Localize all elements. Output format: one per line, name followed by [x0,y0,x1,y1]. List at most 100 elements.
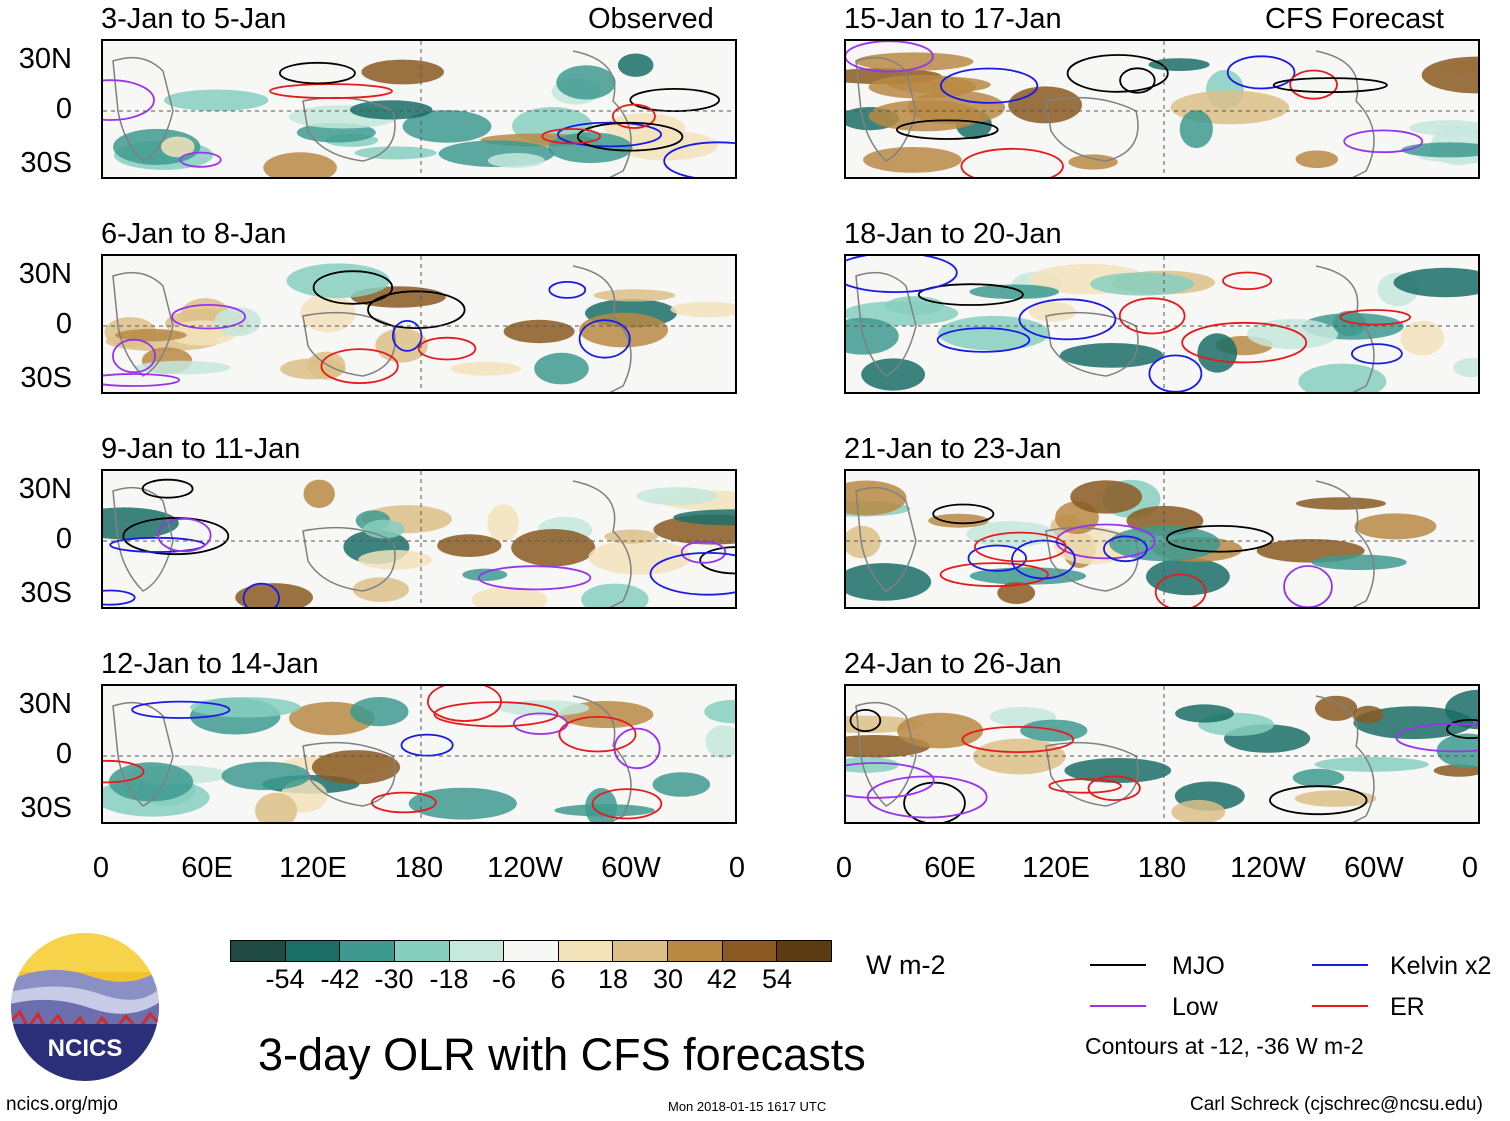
wave-contour [370,791,437,814]
olr-map-7 [846,471,1478,607]
wave-contour [141,478,194,499]
wave-contour [111,338,157,374]
colorbar-swatch [340,941,395,961]
olr-anomaly [437,534,502,557]
lon-right-60w: 60W [1344,852,1404,884]
continent-americas [1315,695,1375,822]
lat-30s-row2: 30S [20,362,72,394]
olr-anomaly [617,53,654,77]
wave-contour [903,781,966,822]
olr-anomaly [471,586,548,607]
wave-contour [960,147,1064,177]
footer-author: Carl Schreck (cjschrec@ncsu.edu) [1190,1094,1483,1115]
olr-anomaly [885,296,945,315]
wave-contour [846,762,935,799]
wave-contour [1289,69,1338,100]
wave-contour [932,503,995,525]
lat-0-row1: 0 [55,93,72,125]
olr-anomaly [1148,58,1210,71]
olr-map-3 [103,471,735,607]
olr-anomaly [408,787,517,820]
continent-australia [1045,741,1139,807]
panel-title-8: 24-Jan to 26-Jan [844,648,1062,680]
continent-americas [1315,50,1375,177]
olr-anomaly [556,65,616,100]
colorbar-swatch [449,941,505,961]
wave-contour [936,327,1031,353]
colorbar-swatch [668,941,723,961]
wave-contour [131,700,231,719]
olr-anomaly [588,539,692,575]
map-panel-8 [844,684,1480,824]
olr-anomaly [1292,768,1345,787]
wave-contour [400,733,454,757]
map-panel-4 [101,684,737,824]
panel-title-6: 18-Jan to 20-Jan [844,218,1062,250]
olr-anomaly [214,307,261,337]
colorbar-label: -18 [429,964,469,994]
olr-anomaly [1068,154,1118,170]
wave-contour [558,716,637,753]
wave-contour [103,589,136,606]
continent-africa [855,56,917,162]
continent-americas [572,695,632,822]
wave-contour [1118,297,1186,335]
lon-left-60e: 60E [181,852,233,884]
wave-contour [1269,785,1368,816]
olr-anomaly [1171,799,1226,822]
wave-contour [1066,54,1169,93]
wave-contour [1148,354,1203,392]
continent-australia [302,741,396,807]
wave-contour [392,320,423,352]
olr-anomaly [1197,333,1238,373]
olr-anomaly [108,762,194,802]
colorbar-swatch [504,941,559,961]
olr-anomaly [534,352,589,385]
panel-title-1: 3-Jan to 5-Jan [101,3,287,35]
wave-contour [1087,775,1141,801]
wave-contour [940,67,1039,104]
olr-anomaly [1146,558,1230,596]
panel-title-5: 15-Jan to 17-Jan [844,3,1062,35]
colorbar-label: -6 [491,964,516,994]
wave-contour [541,128,602,145]
wave-contour [680,540,727,564]
olr-anomaly [1421,56,1478,94]
wave-contour [866,775,988,819]
olr-anomaly [307,351,346,380]
olr-anomaly [1008,86,1082,124]
legend-mjo-label: MJO [1172,952,1225,980]
olr-anomaly [487,504,519,542]
olr-anomaly [1401,142,1478,158]
colorbar-label: -54 [265,964,305,994]
olr-anomaly [1295,497,1386,510]
map-panel-6 [844,254,1480,394]
wave-contour [629,88,720,113]
map-panel-7 [844,469,1480,609]
map-panel-1 [101,39,737,179]
wave-contour [417,336,477,361]
wave-contour [320,348,399,384]
olr-anomaly [499,700,590,716]
olr-map-2 [103,256,735,392]
continent-australia [302,526,396,592]
olr-anomaly [581,583,649,607]
olr-map-8 [846,686,1478,822]
lon-left-120w: 120W [487,852,563,884]
lat-30s-row4: 30S [20,792,72,824]
panel-label-observed: Observed [588,3,714,35]
olr-anomaly [503,319,575,344]
olr-anomaly [1247,318,1338,350]
wave-contour [171,304,246,330]
continent-americas [1315,480,1375,607]
wave-contour [1351,343,1403,365]
lat-30s-row1: 30S [20,147,72,179]
colorbar [230,940,832,962]
olr-anomaly [1090,272,1195,296]
wave-contour [649,552,735,596]
olr-anomaly [1294,790,1377,807]
lat-30n-row4: 30N [18,688,72,720]
olr-anomaly [593,289,676,302]
lat-30n-row3: 30N [18,473,72,505]
olr-anomaly [673,509,735,526]
